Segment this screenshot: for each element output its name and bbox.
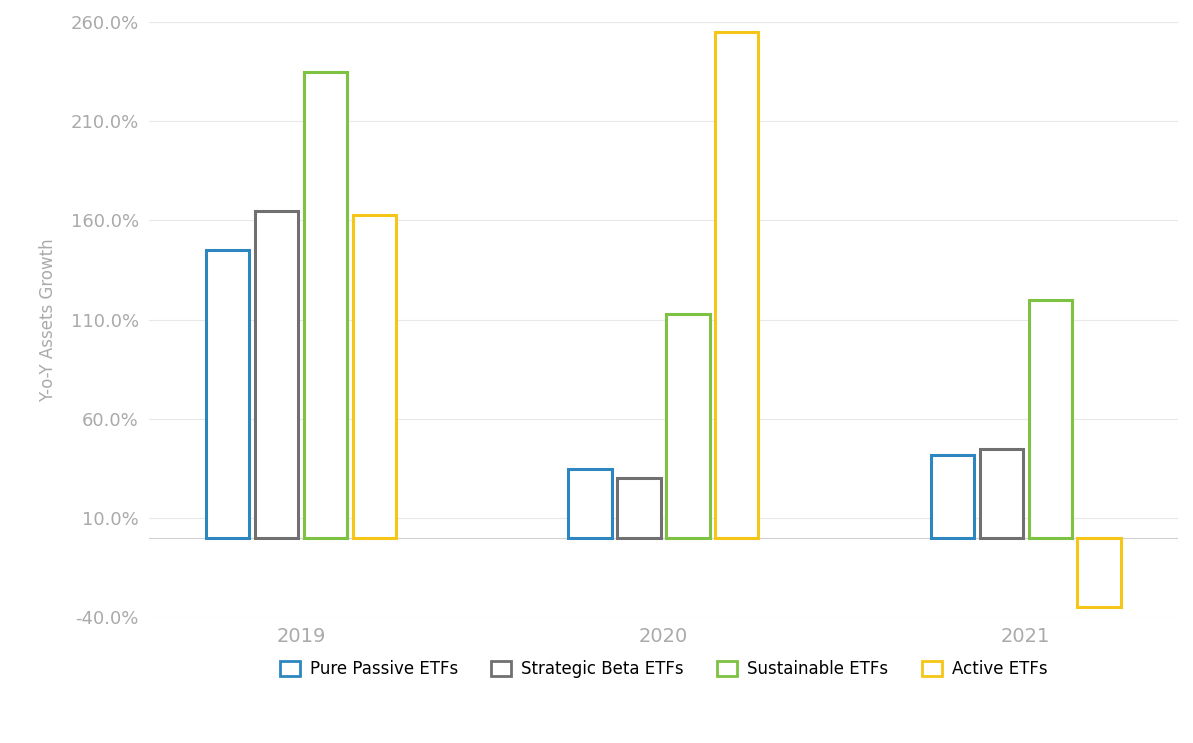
Legend: Pure Passive ETFs, Strategic Beta ETFs, Sustainable ETFs, Active ETFs: Pure Passive ETFs, Strategic Beta ETFs, … bbox=[271, 652, 1056, 687]
FancyBboxPatch shape bbox=[931, 455, 975, 538]
FancyBboxPatch shape bbox=[304, 71, 347, 538]
FancyBboxPatch shape bbox=[1077, 538, 1121, 608]
FancyBboxPatch shape bbox=[206, 250, 249, 538]
FancyBboxPatch shape bbox=[1028, 300, 1073, 538]
FancyBboxPatch shape bbox=[979, 449, 1024, 538]
FancyBboxPatch shape bbox=[617, 478, 661, 538]
FancyBboxPatch shape bbox=[353, 215, 396, 538]
FancyBboxPatch shape bbox=[666, 314, 710, 538]
FancyBboxPatch shape bbox=[715, 32, 759, 538]
FancyBboxPatch shape bbox=[568, 469, 612, 538]
Y-axis label: Y-o-Y Assets Growth: Y-o-Y Assets Growth bbox=[39, 238, 57, 401]
FancyBboxPatch shape bbox=[255, 210, 298, 538]
